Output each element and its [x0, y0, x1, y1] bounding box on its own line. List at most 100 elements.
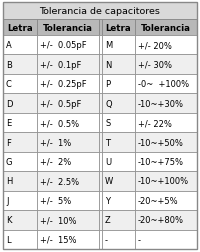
Text: Q: Q [105, 99, 112, 108]
Bar [135, 94, 197, 113]
Text: L: L [6, 235, 11, 244]
Bar [99, 191, 102, 210]
Text: Letra: Letra [106, 23, 131, 32]
Bar [102, 191, 135, 210]
Text: -10~+100%: -10~+100% [138, 177, 189, 186]
Text: S: S [105, 119, 110, 128]
Bar [37, 20, 99, 36]
Bar [135, 55, 197, 75]
Text: +/-  0.5%: +/- 0.5% [40, 119, 79, 128]
Bar [37, 133, 99, 152]
Bar [99, 152, 102, 172]
Bar [99, 133, 102, 152]
Text: -0~  +100%: -0~ +100% [138, 80, 189, 89]
Text: Z: Z [105, 215, 111, 225]
Bar [99, 36, 102, 55]
Bar [99, 20, 102, 36]
Bar [102, 36, 135, 55]
Bar [3, 3, 197, 20]
Text: Tolerancia: Tolerancia [43, 23, 93, 32]
Text: -10~+50%: -10~+50% [138, 138, 184, 147]
Text: N: N [105, 60, 111, 69]
Bar [37, 230, 99, 249]
Text: W: W [105, 177, 113, 186]
Bar [3, 20, 37, 36]
Bar [135, 191, 197, 210]
Text: E: E [6, 119, 11, 128]
Bar [3, 210, 37, 230]
Bar [37, 36, 99, 55]
Text: +/-  0.5pF: +/- 0.5pF [40, 99, 81, 108]
Bar [102, 75, 135, 94]
Text: F: F [6, 138, 11, 147]
Text: Tolerancia de capacitores: Tolerancia de capacitores [40, 7, 160, 16]
Text: +/-  0.25pF: +/- 0.25pF [40, 80, 87, 89]
Bar [102, 94, 135, 113]
Bar [102, 210, 135, 230]
Bar [99, 75, 102, 94]
Text: B: B [6, 60, 12, 69]
Bar [102, 152, 135, 172]
Bar [102, 230, 135, 249]
Bar [37, 152, 99, 172]
Text: +/- 30%: +/- 30% [138, 60, 172, 69]
Text: M: M [105, 41, 112, 50]
Bar [102, 55, 135, 75]
Bar [3, 152, 37, 172]
Bar [135, 230, 197, 249]
Bar [99, 172, 102, 191]
Bar [3, 55, 37, 75]
Bar [99, 210, 102, 230]
Text: -10~+75%: -10~+75% [138, 157, 184, 166]
Text: +/-  0.1pF: +/- 0.1pF [40, 60, 81, 69]
Text: +/-  5%: +/- 5% [40, 196, 71, 205]
Bar [99, 113, 102, 133]
Bar [37, 113, 99, 133]
Text: C: C [6, 80, 12, 89]
Bar [135, 210, 197, 230]
Text: K: K [6, 215, 12, 225]
Bar [37, 191, 99, 210]
Bar [135, 133, 197, 152]
Bar [102, 113, 135, 133]
Text: -20~+80%: -20~+80% [138, 215, 184, 225]
Text: +/-  2.5%: +/- 2.5% [40, 177, 79, 186]
Text: +/-  15%: +/- 15% [40, 235, 76, 244]
Bar [37, 55, 99, 75]
Bar [102, 20, 135, 36]
Bar [3, 36, 37, 55]
Text: -: - [138, 235, 141, 244]
Bar [99, 94, 102, 113]
Text: Y: Y [105, 196, 110, 205]
Text: +/-  1%: +/- 1% [40, 138, 71, 147]
Bar [3, 133, 37, 152]
Text: +/- 22%: +/- 22% [138, 119, 172, 128]
Bar [3, 94, 37, 113]
Bar [3, 172, 37, 191]
Bar [3, 113, 37, 133]
Text: D: D [6, 99, 12, 108]
Bar [3, 191, 37, 210]
Bar [102, 133, 135, 152]
Text: -20~+5%: -20~+5% [138, 196, 179, 205]
Text: -: - [105, 235, 108, 244]
Bar [37, 172, 99, 191]
Bar [135, 20, 197, 36]
Text: -10~+30%: -10~+30% [138, 99, 184, 108]
Text: P: P [105, 80, 110, 89]
Bar [102, 172, 135, 191]
Bar [135, 152, 197, 172]
Text: +/-  2%: +/- 2% [40, 157, 71, 166]
Bar [99, 230, 102, 249]
Text: +/- 20%: +/- 20% [138, 41, 172, 50]
Bar [3, 230, 37, 249]
Text: T: T [105, 138, 110, 147]
Text: J: J [6, 196, 8, 205]
Text: U: U [105, 157, 111, 166]
Text: G: G [6, 157, 12, 166]
Bar [135, 36, 197, 55]
Bar [135, 75, 197, 94]
Bar [37, 94, 99, 113]
Bar [37, 210, 99, 230]
Text: A: A [6, 41, 12, 50]
